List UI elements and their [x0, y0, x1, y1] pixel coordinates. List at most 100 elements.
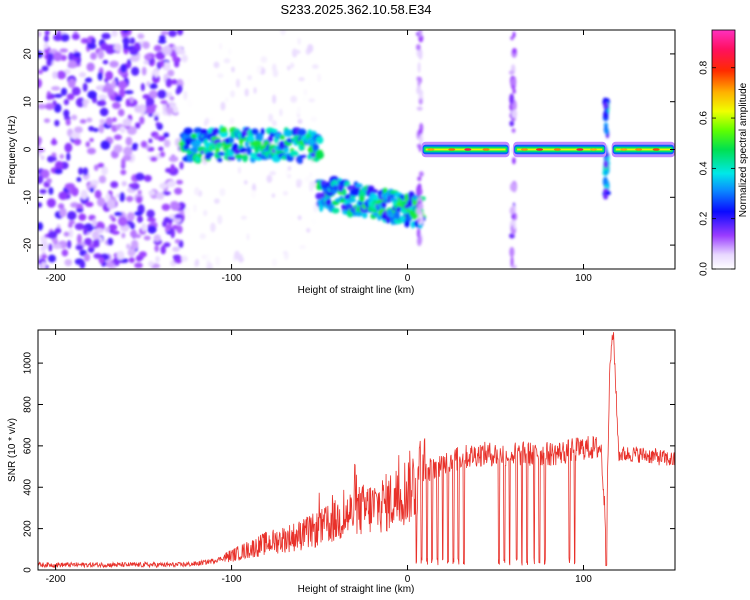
band-blob: [227, 155, 236, 161]
noise-blob: [49, 156, 57, 162]
noise-blob: [116, 250, 125, 261]
noise-blob: [38, 31, 42, 37]
spike-blob: [416, 228, 421, 239]
noise-blob: [266, 174, 273, 183]
noise-blob: [48, 187, 54, 195]
spike-blob: [418, 48, 423, 60]
noise-blob: [97, 85, 104, 91]
noise-blob: [79, 259, 86, 269]
spike-blob: [509, 246, 515, 258]
noise-blob: [89, 137, 94, 143]
noise-blob: [105, 117, 113, 126]
noise-blob: [253, 87, 257, 94]
noise-blob: [160, 30, 169, 36]
noise-blob: [174, 60, 180, 68]
band-blob: [371, 189, 378, 194]
spike-blob: [510, 36, 514, 41]
noise-blob: [317, 73, 322, 82]
noise-blob: [224, 97, 229, 103]
noise-blob: [181, 54, 188, 63]
noise-blob: [160, 37, 165, 43]
noise-blob: [47, 254, 57, 263]
noise-blob: [47, 230, 58, 239]
noise-blob: [165, 224, 172, 230]
noise-blob: [40, 169, 50, 179]
spike-blob: [418, 203, 424, 210]
spike-blob: [604, 128, 609, 135]
noise-blob: [120, 169, 127, 176]
noise-blob: [117, 108, 125, 117]
noise-blob: [170, 163, 175, 172]
noise-blob: [219, 42, 223, 50]
band-blob: [315, 151, 325, 160]
noise-blob: [246, 233, 250, 241]
noise-blob: [290, 95, 298, 103]
noise-blob: [71, 114, 78, 121]
band-blob: [301, 154, 307, 159]
band-blob: [247, 134, 255, 143]
noise-blob: [105, 193, 111, 202]
spike-blob: [511, 182, 517, 192]
noise-blob: [153, 134, 160, 140]
noise-blob: [310, 116, 318, 123]
band-blob: [239, 147, 247, 154]
spike-blob: [512, 157, 516, 165]
noise-blob: [220, 101, 226, 111]
noise-blob: [201, 254, 207, 260]
noise-blob: [43, 42, 49, 50]
spike-blob: [417, 143, 421, 149]
noise-blob: [104, 226, 110, 233]
noise-blob: [213, 61, 220, 69]
noise-blob: [125, 196, 134, 202]
colorbar-scale: [711, 29, 736, 270]
noise-blob: [105, 70, 114, 81]
noise-blob: [84, 237, 93, 246]
y-tick-label: 1000: [23, 352, 34, 375]
noise-blob: [296, 106, 301, 115]
noise-blob: [297, 118, 303, 125]
band-blob: [217, 151, 226, 156]
band-blob: [271, 128, 278, 134]
band-blob: [279, 134, 285, 140]
y-tick-label: 0: [23, 146, 34, 152]
noise-blob: [56, 70, 67, 80]
noise-blob: [112, 117, 117, 123]
noise-blob: [111, 217, 116, 222]
noise-blob: [53, 51, 63, 62]
noise-blob: [101, 32, 111, 40]
noise-blob: [242, 250, 246, 259]
noise-blob: [92, 218, 97, 228]
noise-blob: [125, 98, 131, 107]
noise-blob: [227, 47, 232, 56]
band-blob: [242, 153, 248, 163]
noise-blob: [109, 95, 116, 100]
noise-blob: [271, 258, 278, 267]
noise-blob: [118, 88, 126, 98]
noise-blob: [40, 261, 46, 269]
carrier-peak: [536, 148, 544, 151]
noise-blob: [149, 83, 158, 90]
chart-title: S233.2025.362.10.58.E34: [280, 2, 431, 17]
noise-blob: [148, 190, 156, 196]
noise-blob: [67, 239, 72, 249]
noise-blob: [173, 106, 179, 114]
noise-blob: [122, 154, 132, 162]
spike-blob: [418, 30, 423, 38]
noise-blob: [82, 167, 89, 176]
band-blob: [239, 136, 247, 142]
noise-blob: [159, 182, 168, 190]
noise-blob: [213, 198, 220, 204]
noise-blob: [51, 137, 57, 146]
noise-blob: [141, 66, 147, 76]
noise-blob: [170, 79, 178, 85]
noise-blob: [76, 233, 82, 244]
noise-blob: [311, 64, 319, 69]
noise-blob: [80, 189, 88, 200]
noise-blob: [38, 202, 43, 208]
noise-blob: [163, 139, 171, 148]
noise-blob: [63, 109, 70, 118]
noise-blob: [48, 243, 53, 252]
band-blob: [315, 136, 324, 145]
noise-blob: [250, 189, 257, 199]
